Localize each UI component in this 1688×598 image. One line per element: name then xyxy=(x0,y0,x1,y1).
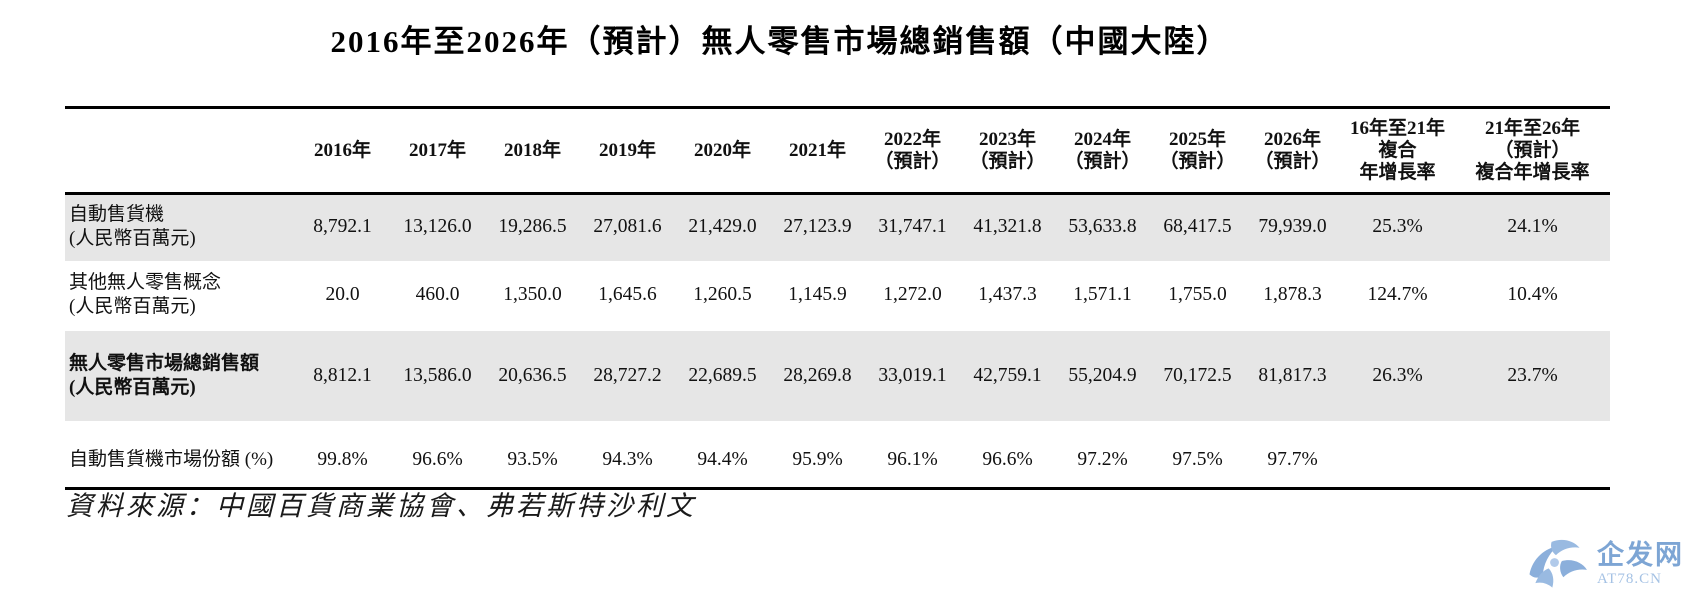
cell-r2-c4: 1,645.6 xyxy=(598,284,657,305)
cell-r1-c1: 8,792.1 xyxy=(313,216,372,237)
cell-r2-c13: 10.4% xyxy=(1507,284,1558,305)
table-header-row: 2016年 2017年 2018年 2019年 2020年 2021年 2022年 （預計） 2… xyxy=(65,108,1610,194)
table-header: 2016年 2017年 2018年 2019年 2020年 2021年 2022年 （預計） 2… xyxy=(65,108,1610,194)
table-row-4: 自動售貨機市場份額 (%) 99.8% 96.6% 93.5% 94.3% 94.4% 95… xyxy=(65,421,1610,489)
watermark-text: 企发网 AT78.CN xyxy=(1597,539,1684,587)
header-cell-empty xyxy=(65,108,295,194)
cell-r2-c6: 1,145.9 xyxy=(788,284,847,305)
cell-r1-c6: 27,123.9 xyxy=(783,216,852,237)
header-cell-col-11: 2026年 （預計） xyxy=(1254,129,1331,172)
cell-r1-c12: 25.3% xyxy=(1372,216,1423,237)
header-cell-col-12: 16年至21年 複合 年增長率 xyxy=(1349,118,1445,183)
row-label: 自動售貨機 (人民幣百萬元) xyxy=(69,204,196,249)
cell-r4-c1: 99.8% xyxy=(317,449,368,470)
cell-r4-c7: 96.1% xyxy=(887,449,938,470)
cell-r3-c6: 28,269.8 xyxy=(783,365,852,386)
cell-r1-c4: 27,081.6 xyxy=(593,216,662,237)
cell-r4-c3: 93.5% xyxy=(507,449,558,470)
cell-r3-c4: 28,727.2 xyxy=(593,365,662,386)
cell-r1-c8: 41,321.8 xyxy=(973,216,1042,237)
header-cell-col-1: 2016年 xyxy=(313,140,371,161)
cell-r3-c9: 55,204.9 xyxy=(1068,365,1137,386)
cell-r3-c7: 33,019.1 xyxy=(878,365,947,386)
pinwheel-logo-icon xyxy=(1529,539,1587,588)
cell-r2-c12: 124.7% xyxy=(1367,284,1428,305)
cell-r4-c13 xyxy=(1455,421,1610,489)
header-cell-col-3: 2018年 xyxy=(503,140,561,161)
source-note: 資料來源：中國百貨商業協會、弗若斯特沙利文 xyxy=(66,491,696,521)
cell-r3-c8: 42,759.1 xyxy=(973,365,1042,386)
table-row-2: 其他無人零售概念 (人民幣百萬元) 20.0 460.0 1,350.0 1,645.6 1… xyxy=(65,261,1610,331)
table-row-1: 自動售貨機 (人民幣百萬元) 8,792.1 13,126.0 19,286.5 27,0… xyxy=(65,193,1610,261)
watermark-site-url: AT78.CN xyxy=(1597,570,1662,587)
cell-r4-c12 xyxy=(1340,421,1455,489)
header-cell-col-5: 2020年 xyxy=(693,140,751,161)
row-label: 自動售貨機市場份額 (%) xyxy=(69,449,274,470)
cell-r3-c12: 26.3% xyxy=(1372,365,1423,386)
table-row-3: 無人零售市場總銷售額 (人民幣百萬元) 8,812.1 13,586.0 20,636.… xyxy=(65,331,1610,421)
header-cell-col-6: 2021年 xyxy=(788,140,846,161)
cell-r1-c2: 13,126.0 xyxy=(403,216,472,237)
cell-r3-c3: 20,636.5 xyxy=(498,365,567,386)
data-table: 2016年 2017年 2018年 2019年 2020年 2021年 2022年 （預計） 2… xyxy=(65,106,1610,490)
header-cell-col-9: 2024年 （預計） xyxy=(1064,129,1141,172)
cell-r1-c3: 19,286.5 xyxy=(498,216,567,237)
cell-r1-c10: 68,417.5 xyxy=(1163,216,1232,237)
cell-r2-c5: 1,260.5 xyxy=(693,284,752,305)
watermark-site-name: 企发网 xyxy=(1597,539,1684,570)
header-cell-col-4: 2019年 xyxy=(598,140,656,161)
cell-r2-c2: 460.0 xyxy=(415,284,460,305)
cell-r2-c10: 1,755.0 xyxy=(1168,284,1227,305)
cell-r1-c13: 24.1% xyxy=(1507,216,1558,237)
cell-r3-c1: 8,812.1 xyxy=(313,365,372,386)
cell-r2-c3: 1,350.0 xyxy=(503,284,562,305)
cell-r1-c11: 79,939.0 xyxy=(1258,216,1327,237)
cell-r2-c8: 1,437.3 xyxy=(978,284,1037,305)
cell-r4-c6: 95.9% xyxy=(792,449,843,470)
cell-r1-c5: 21,429.0 xyxy=(688,216,757,237)
cell-r1-c7: 31,747.1 xyxy=(878,216,947,237)
cell-r4-c9: 97.2% xyxy=(1077,449,1128,470)
table-body: 自動售貨機 (人民幣百萬元) 8,792.1 13,126.0 19,286.5 27,0… xyxy=(65,193,1610,489)
cell-r3-c10: 70,172.5 xyxy=(1163,365,1232,386)
header-cell-col-13: 21年至26年 （預計） 複合年增長率 xyxy=(1475,118,1590,183)
header-cell-col-8: 2023年 （預計） xyxy=(969,129,1046,172)
cell-r1-c9: 53,633.8 xyxy=(1068,216,1137,237)
cell-r3-c11: 81,817.3 xyxy=(1258,365,1327,386)
cell-r4-c8: 96.6% xyxy=(982,449,1033,470)
page-title: 2016年至2026年（預計）無人零售市場總銷售額（中國大陸） xyxy=(330,24,1230,59)
row-label: 其他無人零售概念 (人民幣百萬元) xyxy=(69,272,222,317)
cell-r3-c13: 23.7% xyxy=(1507,365,1558,386)
cell-r4-c11: 97.7% xyxy=(1267,449,1318,470)
cell-r2-c7: 1,272.0 xyxy=(883,284,942,305)
cell-r4-c4: 94.3% xyxy=(602,449,653,470)
row-label: 無人零售市場總銷售額 (人民幣百萬元) xyxy=(69,353,260,398)
cell-r4-c2: 96.6% xyxy=(412,449,463,470)
watermark: 企发网 AT78.CN xyxy=(1519,536,1684,592)
header-cell-col-7: 2022年 （預計） xyxy=(874,129,951,172)
cell-r2-c9: 1,571.1 xyxy=(1073,284,1132,305)
cell-r3-c5: 22,689.5 xyxy=(688,365,757,386)
header-cell-col-2: 2017年 xyxy=(408,140,466,161)
cell-r4-c5: 94.4% xyxy=(697,449,748,470)
header-cell-col-10: 2025年 （預計） xyxy=(1159,129,1236,172)
cell-r2-c11: 1,878.3 xyxy=(1263,284,1322,305)
data-table-container: 2016年 2017年 2018年 2019年 2020年 2021年 2022年 （預計） 2… xyxy=(65,106,1610,490)
cell-r2-c1: 20.0 xyxy=(325,284,360,305)
cell-r4-c10: 97.5% xyxy=(1172,449,1223,470)
cell-r3-c2: 13,586.0 xyxy=(403,365,472,386)
